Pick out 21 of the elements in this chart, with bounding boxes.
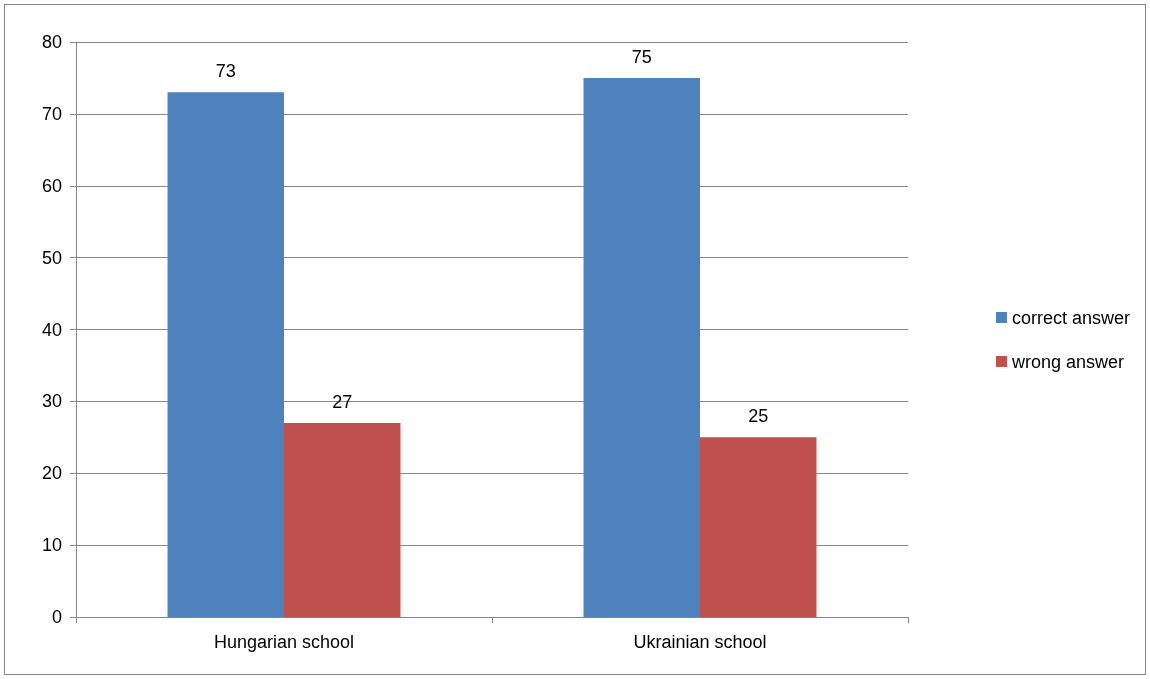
data-label: 73: [215, 61, 236, 82]
x-tick-label: Ukrainian school: [633, 632, 767, 652]
bar: [583, 77, 700, 617]
bar: [284, 422, 401, 617]
legend-label: wrong answer: [1010, 351, 1125, 372]
y-tick-label: 70: [41, 103, 62, 124]
y-tick-label: 20: [41, 463, 62, 484]
y-tick-label: 30: [41, 391, 62, 412]
data-label: 25: [748, 406, 769, 427]
bar: [167, 92, 284, 617]
data-label: 27: [332, 391, 353, 412]
y-tick-label: 0: [51, 607, 62, 627]
data-label: 75: [631, 46, 652, 67]
y-tick-label: 40: [41, 319, 62, 340]
y-tick-label: 60: [41, 175, 62, 196]
y-tick-label: 50: [41, 247, 62, 268]
bar: [700, 437, 817, 617]
y-tick-label: 10: [41, 535, 62, 556]
y-tick-label: 80: [41, 32, 62, 52]
legend-label: correct answer: [1011, 307, 1131, 328]
x-tick-label: Hungarian school: [213, 632, 355, 652]
